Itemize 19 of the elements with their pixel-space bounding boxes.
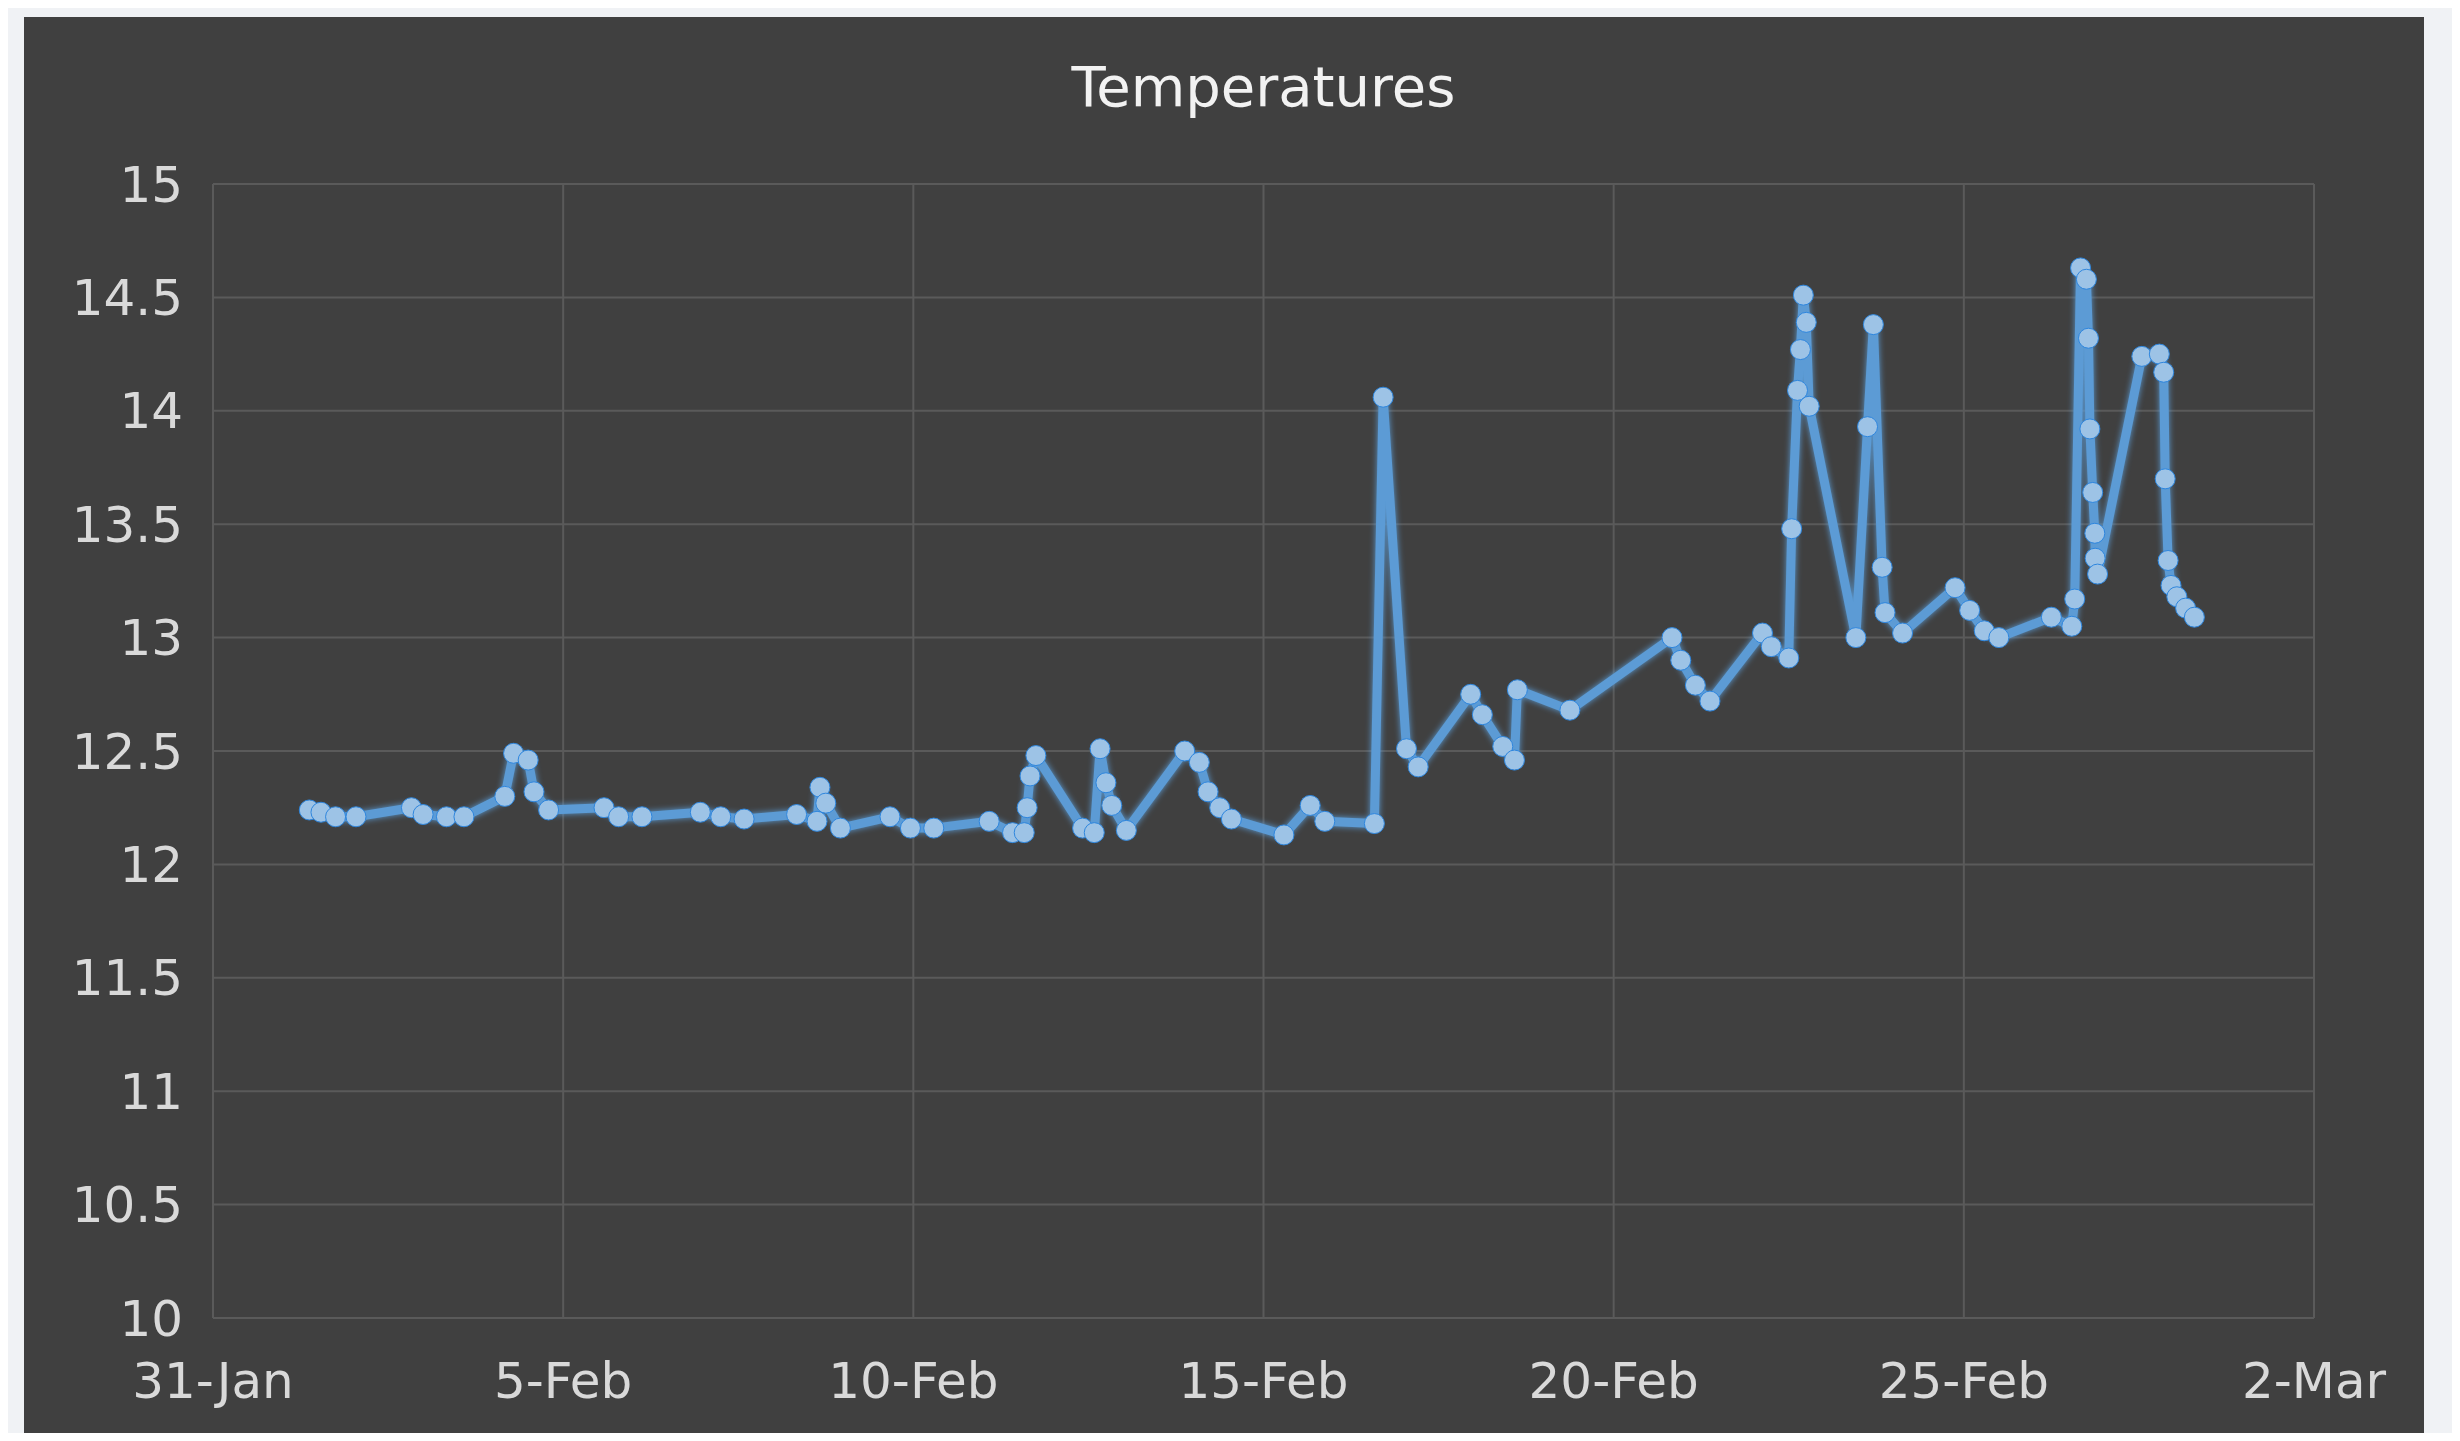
y-tick-label: 12.5: [71, 722, 183, 781]
x-tick-label: 5-Feb: [493, 1352, 633, 1410]
y-tick-label: 10.5: [71, 1176, 183, 1235]
y-tick-label: 11.5: [71, 949, 183, 1008]
y-tick-label: 10: [119, 1289, 183, 1348]
x-tick-label: 15-Feb: [1178, 1352, 1349, 1410]
chart-title: Temperatures: [1070, 54, 1456, 119]
y-tick-label: 11: [119, 1062, 183, 1121]
y-tick-label: 14.5: [71, 268, 183, 327]
x-tick-label: 31-Jan: [132, 1352, 294, 1410]
x-tick-label: 10-Feb: [828, 1352, 999, 1410]
y-tick-label: 12: [119, 835, 183, 894]
x-tick-label: 2-Mar: [2241, 1352, 2387, 1410]
x-tick-label: 25-Feb: [1878, 1352, 2049, 1410]
y-tick-label: 13: [119, 609, 183, 668]
y-tick-label: 15: [119, 155, 183, 214]
y-tick-label: 14: [119, 382, 183, 441]
y-tick-label: 13.5: [71, 495, 183, 554]
x-tick-label: 20-Feb: [1528, 1352, 1699, 1410]
